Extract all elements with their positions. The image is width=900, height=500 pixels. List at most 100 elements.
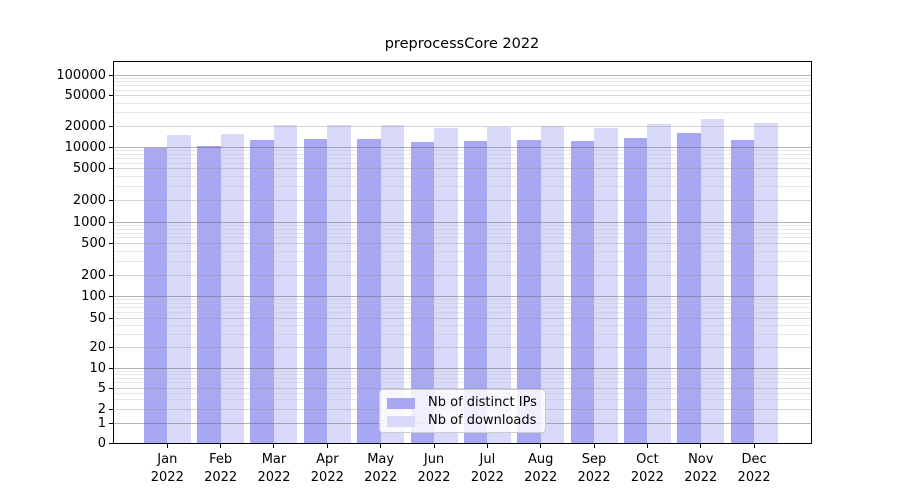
- legend: Nb of distinct IPs Nb of downloads: [379, 389, 546, 433]
- gridline-minor-700: [114, 232, 811, 234]
- bar-downloads-jun: [434, 127, 458, 443]
- chart-title: preprocessCore 2022: [384, 36, 540, 52]
- gridline-minor-8000: [114, 153, 811, 155]
- gridline-minor-3000: [114, 185, 811, 187]
- y-tick-5000: [109, 168, 114, 169]
- legend-swatch-downloads: [387, 415, 415, 427]
- y-tick-10000: [109, 147, 114, 149]
- y-tick-100000: [109, 74, 114, 76]
- gridline-minor-80000: [114, 81, 811, 83]
- bar-downloads-nov: [700, 118, 725, 443]
- y-tick-label-10: 10: [89, 360, 106, 376]
- x-tick-nov: [700, 443, 702, 448]
- gridline-minor-60000: [114, 89, 811, 91]
- bar-downloads-may: [380, 125, 405, 443]
- x-tick-label-mar: Mar 2022: [257, 452, 291, 485]
- gridline-minor-40000: [114, 102, 811, 104]
- bar-ips-apr: [303, 138, 328, 443]
- y-tick-label-2000: 2000: [72, 192, 106, 208]
- y-tick-label-50000: 50000: [64, 88, 106, 103]
- bar-downloads-jul: [487, 127, 511, 443]
- gridline-100: [114, 296, 811, 297]
- axis-ticks-layer: 0 1 2 5 10 20 50 100 200 500 1000 2000 5000 10000 2000…: [56, 62, 811, 485]
- y-tick-10: [109, 367, 114, 369]
- y-tick-label-5: 5: [97, 380, 106, 396]
- y-tick-label-0: 0: [97, 435, 106, 451]
- y-tick-5: [109, 387, 114, 389]
- gridline-minor-30: [114, 333, 811, 335]
- y-tick-label-50: 50: [89, 310, 106, 326]
- bar-ips-oct: [623, 138, 648, 443]
- gridline-minor-70: [114, 307, 811, 309]
- bar-ips-dec: [730, 140, 755, 443]
- y-tick-50000: [109, 95, 114, 96]
- x-tick-label-jul: Jul 2022: [470, 452, 504, 485]
- y-tick-label-500: 500: [81, 236, 106, 251]
- bar-ips-nov: [677, 133, 701, 443]
- gridline-minor-90: [114, 299, 811, 301]
- legend-item-downloads: Nb of downloads: [380, 412, 545, 430]
- y-tick-1: [109, 422, 114, 424]
- y-tick-label-10000: 10000: [64, 140, 106, 156]
- gridline-minor-40: [114, 324, 811, 326]
- gridline-10: [114, 367, 811, 369]
- x-tick-label-oct: Oct 2022: [630, 452, 664, 485]
- bar-downloads-sep: [594, 127, 618, 443]
- y-tick-label-5000: 5000: [72, 161, 106, 176]
- gridline-50000: [114, 95, 811, 96]
- gridline-minor-300: [114, 260, 811, 262]
- gridline-minor-60: [114, 311, 811, 313]
- x-tick-apr: [326, 443, 328, 448]
- x-tick-jun: [433, 443, 435, 448]
- gridline-minor-900: [114, 225, 811, 227]
- y-tick-50: [109, 317, 114, 319]
- y-tick-label-100000: 100000: [56, 67, 106, 83]
- gridline-50: [114, 317, 811, 319]
- gridline-minor-6000: [114, 162, 811, 164]
- gridline-5: [114, 387, 811, 389]
- x-tick-sep: [593, 443, 595, 448]
- gridline-minor-30000: [114, 112, 811, 114]
- bar-downloads-apr: [327, 124, 351, 443]
- legend-item-distinct-ips: Nb of distinct IPs: [380, 394, 545, 412]
- x-tick-dec: [753, 443, 755, 448]
- y-tick-2: [109, 409, 114, 410]
- bar-downloads-feb: [220, 133, 245, 443]
- gridline-minor-6: [114, 382, 811, 384]
- plot-area: 0 1 2 5 10 20 50 100 200 500 1000 2000 5000 10000 2000…: [56, 61, 812, 485]
- x-tick-jul: [486, 443, 488, 448]
- x-tick-may: [380, 443, 382, 448]
- y-tick-200: [109, 275, 114, 276]
- x-tick-jan: [166, 443, 168, 448]
- gridline-200: [114, 275, 811, 276]
- y-tick-label-100: 100: [81, 289, 106, 304]
- gridline-minor-9000: [114, 150, 811, 152]
- x-tick-aug: [540, 443, 542, 448]
- gridline-minor-7: [114, 377, 811, 379]
- bar-downloads-aug: [540, 125, 565, 443]
- x-tick-label-feb: Feb 2022: [204, 452, 238, 485]
- bar-downloads-mar: [273, 124, 298, 443]
- gridline-20000: [114, 126, 811, 127]
- bar-downloads-jan: [167, 135, 191, 443]
- gridline-10000: [114, 147, 811, 149]
- y-tick-20000: [109, 126, 114, 127]
- gridline-20: [114, 346, 811, 348]
- y-tick-1000: [109, 222, 114, 223]
- gridline-1000: [114, 222, 811, 223]
- x-tick-feb: [220, 443, 222, 448]
- y-tick-0: [109, 442, 114, 444]
- gridline-minor-600: [114, 237, 811, 239]
- gridline-2000: [114, 199, 811, 201]
- gridline-minor-800: [114, 228, 811, 230]
- x-tick-label-aug: Aug 2022: [524, 452, 558, 485]
- gridline-minor-400: [114, 250, 811, 252]
- gridline-100000: [114, 74, 811, 76]
- gridline-minor-8: [114, 373, 811, 375]
- legend-label-distinct-ips: Nb of distinct IPs: [428, 395, 537, 410]
- bar-ips-aug: [517, 139, 541, 443]
- y-tick-label-1: 1: [97, 415, 106, 431]
- x-tick-label-jan: Jan 2022: [150, 452, 184, 485]
- x-tick-label-may: May 2022: [364, 452, 398, 485]
- bar-ips-sep: [570, 140, 595, 443]
